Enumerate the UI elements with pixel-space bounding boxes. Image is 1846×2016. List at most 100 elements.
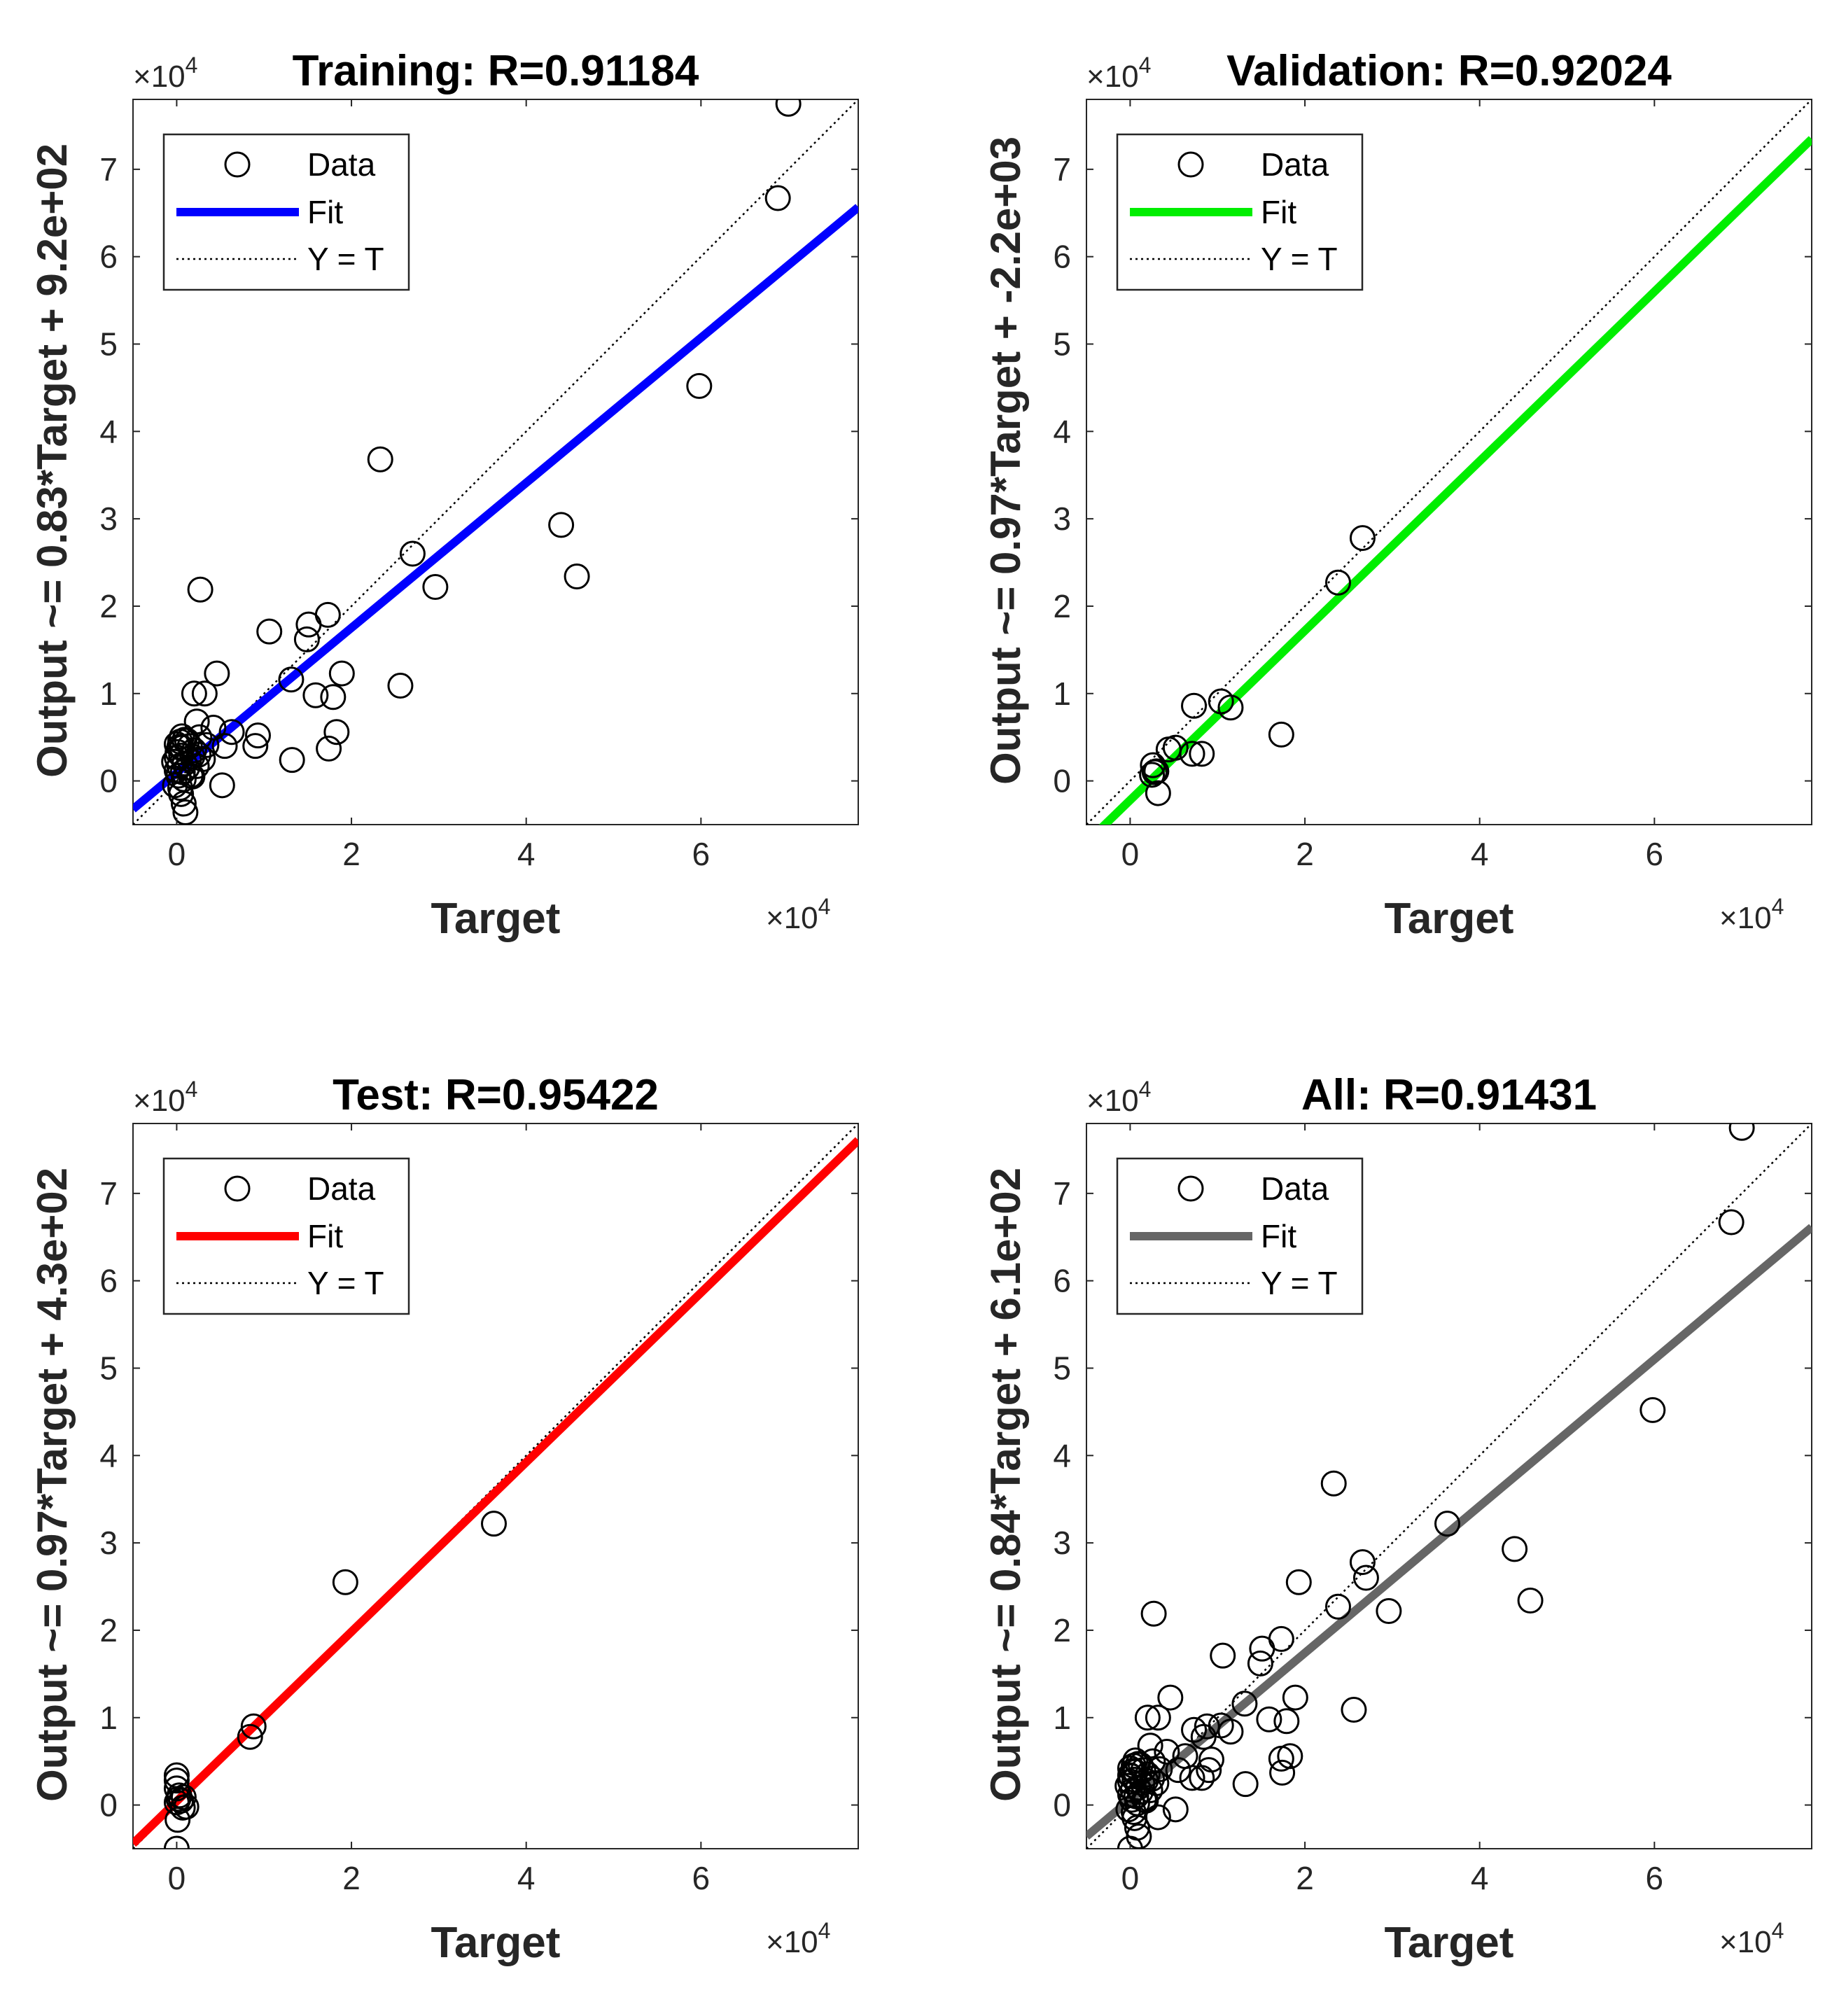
data-point	[240, 1713, 267, 1740]
y-axis-label: Output ~= 0.84*Target + 6.1e+02	[982, 1168, 1029, 1802]
data-point	[1189, 741, 1215, 767]
legend-data-label: Data	[1261, 1170, 1329, 1207]
y-tick-label: 6	[1053, 1263, 1071, 1299]
y-tick-label: 5	[1053, 1350, 1071, 1386]
data-point	[481, 1511, 508, 1537]
data-point	[1181, 1716, 1208, 1743]
y-axis-label: Output ~= 0.83*Target + 9.2e+02	[29, 144, 76, 778]
multiplier-base: ×10	[1086, 1084, 1139, 1118]
data-point	[332, 1569, 358, 1595]
legend-identity-label: Y = T	[1261, 1265, 1338, 1301]
data-point	[237, 1723, 263, 1750]
data-point	[1268, 721, 1294, 748]
y-axis-multiplier: ×104	[1086, 52, 1151, 94]
y-tick-label: 7	[99, 1175, 118, 1212]
data-point	[1162, 1796, 1189, 1823]
multiplier-exponent: 4	[186, 1077, 198, 1102]
data-point	[242, 733, 269, 760]
multiplier-base: ×10	[766, 901, 818, 935]
multiplier-base: ×10	[133, 1084, 186, 1118]
data-point	[1145, 1704, 1171, 1731]
x-tick-label: 4	[1471, 836, 1489, 872]
y-axis-multiplier: ×104	[1086, 1077, 1151, 1118]
x-tick-label: 6	[1646, 1860, 1664, 1896]
fit-line	[1098, 136, 1812, 825]
data-point	[244, 722, 271, 749]
data-point	[1208, 688, 1234, 715]
x-tick-label: 0	[168, 836, 186, 872]
data-point	[1249, 1635, 1275, 1662]
data-point	[1639, 1396, 1666, 1423]
data-point	[163, 1835, 190, 1849]
x-tick-label: 4	[517, 1860, 536, 1896]
chart-title: Validation: R=0.92024	[1226, 47, 1672, 95]
x-tick-label: 0	[1121, 1860, 1140, 1896]
y-tick-label: 3	[1053, 1525, 1071, 1561]
data-point	[172, 799, 199, 825]
x-axis-label: Target	[431, 895, 561, 943]
data-point	[367, 446, 393, 472]
data-point	[278, 666, 305, 693]
data-point	[1273, 1708, 1300, 1735]
x-axis-multiplier: ×104	[1719, 894, 1784, 935]
y-tick-label: 0	[99, 763, 118, 799]
x-tick-label: 2	[342, 836, 361, 872]
y-tick-label: 6	[99, 239, 118, 275]
y-tick-label: 3	[1053, 500, 1071, 537]
data-point	[1143, 1770, 1170, 1796]
plot-area	[1086, 99, 1812, 825]
data-point	[1117, 1768, 1143, 1795]
y-tick-label: 1	[99, 1700, 118, 1736]
x-tick-label: 4	[1471, 1860, 1489, 1896]
x-tick-label: 2	[1296, 836, 1314, 872]
fit-line	[1086, 1224, 1812, 1840]
legend: Data Fit Y = T	[1116, 133, 1364, 291]
data-point	[1285, 1569, 1312, 1595]
data-point	[1117, 1835, 1143, 1849]
data-point	[1434, 1511, 1461, 1537]
data-point	[1172, 1743, 1198, 1770]
y-tick-label: 7	[1053, 151, 1071, 188]
data-point	[165, 1786, 192, 1812]
multiplier-exponent: 4	[1139, 1077, 1152, 1102]
y-tick-label: 5	[99, 1350, 118, 1386]
multiplier-exponent: 4	[1139, 52, 1152, 78]
y-axis-multiplier: ×104	[133, 1077, 197, 1118]
data-point	[218, 719, 245, 746]
legend-identity-label: Y = T	[307, 241, 384, 277]
y-tick-label: 5	[99, 326, 118, 362]
data-point	[1231, 1690, 1258, 1717]
data-point	[1517, 1588, 1544, 1614]
data-point	[163, 1768, 190, 1794]
legend-fit-label: Fit	[1261, 1218, 1296, 1254]
data-point	[181, 680, 207, 707]
y-axis-label: Output ~= 0.97*Target + -2.2e+03	[982, 136, 1029, 785]
multiplier-exponent: 4	[818, 894, 831, 919]
data-point	[323, 719, 350, 746]
legend-fit-label: Fit	[1261, 194, 1296, 230]
y-tick-label: 1	[1053, 676, 1071, 712]
chart-title: All: R=0.91431	[1301, 1071, 1597, 1119]
x-tick-label: 2	[342, 1860, 361, 1896]
legend-identity-label: Y = T	[1261, 241, 1338, 277]
plot-contents	[1086, 1124, 1812, 1849]
data-point	[1247, 1650, 1273, 1676]
data-point	[1349, 1549, 1376, 1576]
x-axis-multiplier: ×104	[1719, 1918, 1784, 1959]
y-tick-label: 6	[99, 1263, 118, 1299]
data-point	[200, 714, 227, 741]
y-tick-label: 4	[1053, 1437, 1071, 1474]
plot-contents	[1086, 99, 1812, 825]
chart-title: Training: R=0.91184	[293, 47, 699, 95]
data-point	[173, 1793, 200, 1820]
x-tick-label: 0	[1121, 836, 1140, 872]
y-tick-label: 1	[99, 676, 118, 712]
x-tick-label: 6	[692, 1860, 711, 1896]
data-point	[548, 512, 575, 538]
data-point	[1120, 1752, 1147, 1779]
multiplier-exponent: 4	[186, 52, 198, 78]
x-tick-label: 0	[168, 1860, 186, 1896]
data-point	[1324, 569, 1351, 596]
legend-data-label: Data	[1261, 146, 1329, 183]
